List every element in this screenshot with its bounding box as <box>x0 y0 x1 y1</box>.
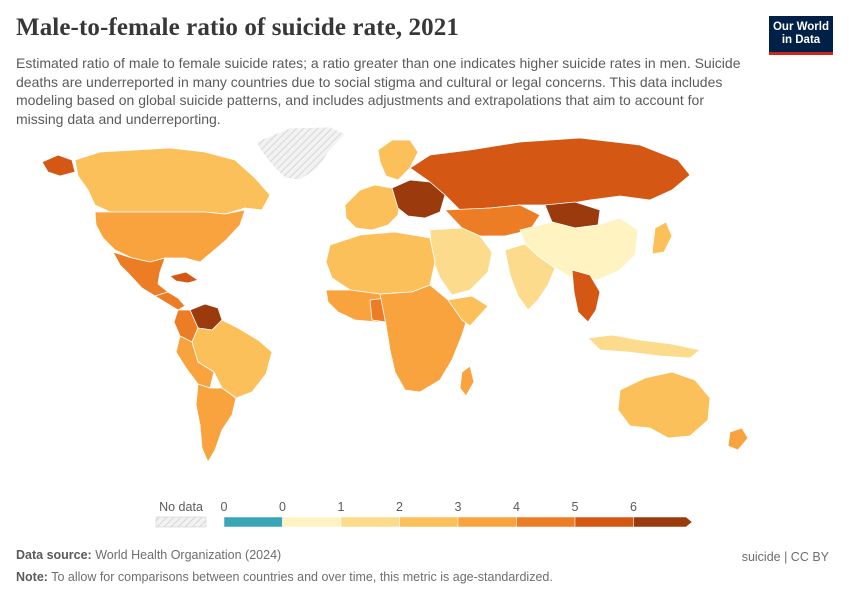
region-scandinavia[interactable] <box>377 139 419 181</box>
note: Note: To allow for comparisons between c… <box>16 570 553 584</box>
chart-title: Male-to-female ratio of suicide rate, 20… <box>16 14 459 41</box>
legend-tick-label: 0 <box>221 500 228 514</box>
legend-tick-label: 3 <box>455 500 462 514</box>
region-new-zealand[interactable] <box>727 427 749 451</box>
region-india[interactable] <box>504 243 556 311</box>
chart-subtitle: Estimated ratio of male to female suicid… <box>16 55 741 127</box>
data-source: Data source: World Health Organization (… <box>16 548 281 562</box>
credit-license[interactable]: suicide | CC BY <box>741 550 829 564</box>
legend-bin-7[interactable] <box>633 516 693 528</box>
region-australia[interactable] <box>617 371 711 439</box>
region-southeast-asia[interactable] <box>571 269 601 323</box>
region-madagascar[interactable] <box>459 365 475 397</box>
legend: No data 0 0 1 2 3 4 5 6 <box>155 500 693 528</box>
region-greenland[interactable] <box>255 126 346 181</box>
legend-bin-6[interactable] <box>574 516 634 528</box>
region-central-africa[interactable] <box>379 284 471 393</box>
legend-bin-5[interactable] <box>516 516 576 528</box>
note-text: To allow for comparisons between countri… <box>51 570 553 584</box>
region-canada[interactable] <box>74 147 271 215</box>
region-japan[interactable] <box>651 221 673 255</box>
legend-bin-3[interactable] <box>399 516 459 528</box>
region-north-africa[interactable] <box>325 231 436 295</box>
legend-bin-0[interactable] <box>223 516 283 528</box>
region-russia[interactable] <box>409 137 691 211</box>
source-label: Data source: <box>16 548 92 562</box>
world-map[interactable] <box>0 125 850 495</box>
region-caribbean[interactable] <box>169 271 199 284</box>
legend-bin-1[interactable] <box>282 516 342 528</box>
region-argentina[interactable] <box>195 383 237 463</box>
region-indonesia[interactable] <box>587 334 701 359</box>
region-western-europe[interactable] <box>344 184 401 231</box>
legend-no-data-label: No data <box>159 500 203 514</box>
legend-tick-label: 5 <box>572 500 579 514</box>
region-mexico[interactable] <box>112 251 169 297</box>
legend-tick-label: 0 <box>279 500 286 514</box>
logo-line-2: in Data <box>781 34 821 46</box>
legend-bin-4[interactable] <box>457 516 517 528</box>
source-text[interactable]: World Health Organization (2024) <box>95 548 282 562</box>
legend-bin-2[interactable] <box>340 516 400 528</box>
region-horn-of-africa[interactable] <box>447 295 489 327</box>
legend-no-data-swatch <box>155 516 207 528</box>
region-usa[interactable] <box>94 209 246 263</box>
logo-line-1: Our World <box>772 21 829 33</box>
region-eastern-europe[interactable] <box>391 179 446 219</box>
region-central-america[interactable] <box>154 291 186 311</box>
region-middle-east[interactable] <box>429 227 493 296</box>
legend-tick-label: 2 <box>396 500 403 514</box>
legend-tick-label: 6 <box>630 500 637 514</box>
owid-logo[interactable]: Our World in Data <box>769 16 833 55</box>
region-alaska[interactable] <box>41 154 76 177</box>
legend-tick-label: 4 <box>513 500 520 514</box>
note-label: Note: <box>16 570 48 584</box>
legend-tick-label: 1 <box>338 500 345 514</box>
